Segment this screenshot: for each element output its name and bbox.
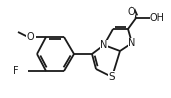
Text: OH: OH [150,13,165,23]
Text: N: N [100,40,108,50]
Text: S: S [109,72,115,82]
Text: O: O [127,7,135,17]
Text: N: N [128,38,136,48]
Text: O: O [26,32,34,42]
Text: F: F [13,66,19,76]
